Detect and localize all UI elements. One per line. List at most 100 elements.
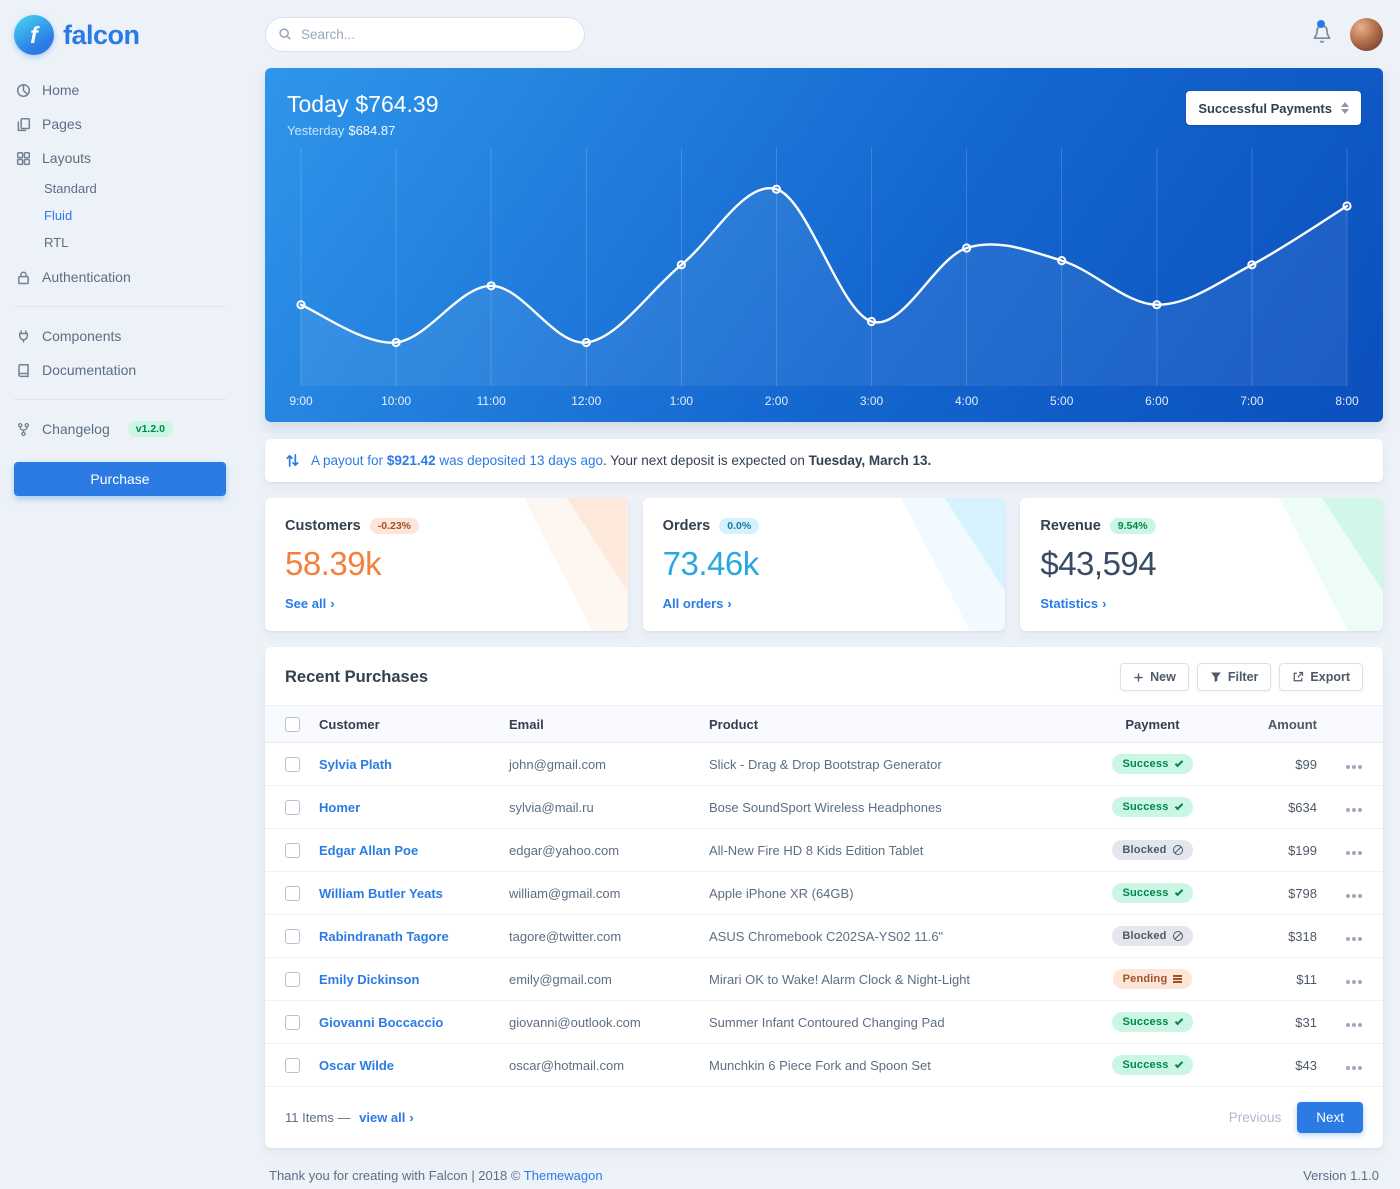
row-checkbox[interactable] <box>285 929 300 945</box>
row-actions-button[interactable] <box>1352 1065 1356 1070</box>
amount-cell: $318 <box>1230 914 1325 959</box>
payments-filter-select[interactable]: Successful Payments <box>1186 91 1361 125</box>
email-cell: sylvia@mail.ru <box>501 785 701 830</box>
stat-title: Orders <box>662 518 711 534</box>
sidebar-item-label: Authentication <box>42 269 131 285</box>
select-all-checkbox[interactable] <box>285 717 300 733</box>
search-icon <box>279 28 291 40</box>
filter-button[interactable]: Filter <box>1196 663 1272 691</box>
search-input[interactable] <box>265 16 585 52</box>
x-axis-label: 5:00 <box>1050 394 1074 408</box>
chart-data-point <box>486 281 496 291</box>
product-cell: Munchkin 6 Piece Fork and Spoon Set <box>701 1043 1075 1088</box>
view-all-link[interactable]: view all › <box>359 1110 414 1126</box>
sidebar-item-pages[interactable]: Pages <box>14 107 226 141</box>
row-actions-button[interactable] <box>1352 764 1356 769</box>
customer-link[interactable]: Homer <box>319 799 361 815</box>
sidebar-item-rtl[interactable]: RTL <box>44 235 69 250</box>
payout-link[interactable]: A payout for $921.42 was deposited 13 da… <box>311 453 603 468</box>
x-axis-labels: 9:00 10:00 11:00 12:00 1:00 2:00 3:00 4:00 5:00 6… <box>265 391 1383 417</box>
plus-icon <box>1134 672 1143 682</box>
customer-link[interactable]: Giovanni Boccaccio <box>319 1014 444 1030</box>
sidebar-item-fluid[interactable]: Fluid <box>44 208 73 223</box>
layouts-submenu: Standard Fluid RTL <box>42 175 226 256</box>
orders-stat-card: Orders 0.0% 73.46k All orders › <box>642 498 1006 631</box>
column-header-product[interactable]: Product <box>701 704 1075 744</box>
sidebar-item-label: Home <box>42 82 80 98</box>
row-checkbox[interactable] <box>285 1058 300 1074</box>
stat-title: Customers <box>285 518 361 534</box>
x-axis-label: 10:00 <box>381 394 412 408</box>
sidebar-item-home[interactable]: Home <box>14 73 226 107</box>
all-orders-link[interactable]: All orders › <box>662 596 732 611</box>
chart-data-point <box>1057 256 1067 266</box>
sidebar-item-layouts[interactable]: Layouts <box>14 141 226 175</box>
sidebar-item-authentication[interactable]: Authentication <box>14 260 226 294</box>
stats-row: Customers -0.23% 58.39k See all › Orders … <box>265 498 1384 631</box>
row-checkbox[interactable] <box>285 757 300 773</box>
row-actions-button[interactable] <box>1352 893 1356 898</box>
chart-header: Today $764.39 Yesterday $684.87 Successful… <box>265 68 1383 138</box>
today-total: Today $764.39 <box>287 91 439 117</box>
brand[interactable]: f falcon <box>14 0 226 73</box>
customer-link[interactable]: Emily Dickinson <box>319 971 420 987</box>
payment-status-icon <box>1174 1059 1183 1068</box>
see-all-link[interactable]: See all › <box>285 596 335 611</box>
x-axis-label: 7:00 <box>1240 394 1264 408</box>
column-header-amount[interactable]: Amount <box>1230 704 1325 744</box>
payment-status-icon <box>1174 1016 1183 1025</box>
row-checkbox[interactable] <box>285 972 300 988</box>
new-button[interactable]: New <box>1120 663 1189 691</box>
customer-link[interactable]: Oscar Wilde <box>319 1057 395 1073</box>
email-cell: giovanni@outlook.com <box>501 1000 701 1045</box>
book-icon <box>18 363 29 377</box>
row-actions-button[interactable] <box>1352 850 1356 855</box>
sidebar-divider <box>14 399 226 400</box>
sidebar-item-documentation[interactable]: Documentation <box>14 353 226 387</box>
column-header-email[interactable]: Email <box>501 704 701 744</box>
x-axis-label: 3:00 <box>859 394 884 408</box>
row-checkbox[interactable] <box>285 1015 300 1031</box>
table-row: Emily Dickinson emily@gmail.com Mirari O… <box>265 957 1383 1002</box>
column-header-customer[interactable]: Customer <box>311 704 501 744</box>
sidebar-item-changelog[interactable]: Changelog v1.2.0 <box>14 412 226 446</box>
chart-data-point <box>676 260 686 270</box>
row-actions-button[interactable] <box>1352 979 1356 984</box>
row-actions-button[interactable] <box>1352 936 1356 941</box>
row-checkbox[interactable] <box>285 843 300 859</box>
stat-value: 73.46k <box>662 545 760 582</box>
next-button[interactable]: Next <box>1297 1102 1363 1134</box>
customer-link[interactable]: Rabindranath Tagore <box>319 928 449 944</box>
amount-cell: $11 <box>1230 957 1325 1002</box>
export-button[interactable]: Export <box>1279 663 1363 691</box>
notifications-button[interactable] <box>1312 20 1332 44</box>
product-cell: All-New Fire HD 8 Kids Edition Tablet <box>701 828 1075 873</box>
topbar-right <box>1312 17 1383 51</box>
chart-data-point <box>1342 201 1352 211</box>
payout-notice: A payout for $921.42 was deposited 13 da… <box>265 439 1383 482</box>
payment-status-badge: Success <box>1112 797 1193 818</box>
avatar[interactable] <box>1350 17 1383 51</box>
row-actions-button[interactable] <box>1352 1022 1356 1027</box>
payment-status-badge: Success <box>1112 1012 1193 1033</box>
row-checkbox[interactable] <box>285 886 300 902</box>
previous-button[interactable]: Previous <box>1228 1110 1282 1126</box>
purchase-button[interactable]: Purchase <box>14 462 226 496</box>
column-header-payment[interactable]: Payment <box>1075 704 1230 744</box>
customer-link[interactable]: William Butler Yeats <box>319 885 443 901</box>
row-actions-button[interactable] <box>1352 807 1356 812</box>
payment-status-badge: Success <box>1112 1055 1193 1076</box>
sidebar-item-standard[interactable]: Standard <box>44 181 97 196</box>
payment-status-badge: Success <box>1112 754 1193 775</box>
themewagon-link[interactable]: Themewagon <box>523 1168 603 1184</box>
x-axis-label: 2:00 <box>764 394 789 408</box>
stat-value: 58.39k <box>285 545 382 582</box>
row-checkbox[interactable] <box>285 800 300 816</box>
customer-link[interactable]: Sylvia Plath <box>319 756 392 772</box>
payment-status-badge: Pending <box>1112 969 1193 990</box>
sidebar-item-components[interactable]: Components <box>14 319 226 353</box>
customer-link[interactable]: Edgar Allan Poe <box>319 842 419 858</box>
payment-status-icon <box>1172 845 1183 856</box>
statistics-link[interactable]: Statistics › <box>1040 596 1107 611</box>
yesterday-total: Yesterday $684.87 <box>287 123 396 138</box>
